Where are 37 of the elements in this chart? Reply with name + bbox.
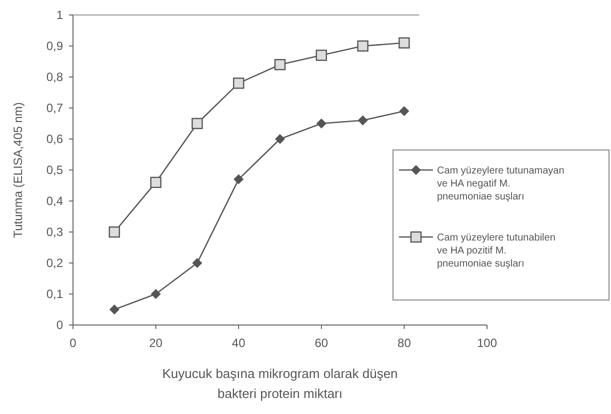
point	[316, 50, 327, 61]
point	[192, 118, 203, 130]
y-tick-label: 0,7	[46, 101, 64, 116]
x-tick-label: 60	[314, 336, 328, 350]
point	[357, 40, 368, 52]
point	[316, 118, 326, 128]
point	[399, 106, 410, 116]
point	[150, 289, 161, 299]
point	[275, 134, 285, 144]
y-tick-label: 0,3	[46, 225, 64, 240]
point	[358, 115, 368, 126]
x-tick-label: 0	[70, 336, 77, 350]
x-tick-label: 80	[398, 336, 412, 350]
legend-label: Cam yüzeylere tutunamayan ve HA negatif M. pneumoniae suşları	[437, 166, 564, 202]
point	[233, 78, 244, 89]
y-tick-label: 0,9	[46, 39, 64, 54]
y-tick-label: 0,2	[46, 256, 64, 270]
point	[109, 304, 120, 314]
point	[150, 176, 162, 188]
y-tick-label: 0,8	[46, 70, 64, 84]
y-tick-label: 0,1	[46, 287, 64, 302]
y-tick-label: 0,5	[46, 163, 64, 178]
x-tick-label: 40	[232, 336, 246, 350]
y-axis-title: Tutunma (ELISA,405 nm)	[11, 102, 25, 238]
x-axis-title: Kuyucuk başına mikrogram olarak düşen bakteri protein miktarı	[162, 366, 398, 401]
legend-label: Cam yüzeylere tutunabilen ve HA pozitif M. pneumoniae suşları	[437, 232, 556, 270]
point	[234, 174, 244, 184]
y-tick-label: 1	[56, 8, 64, 22]
y-tick-label: 0,4	[46, 194, 64, 208]
point	[274, 59, 286, 70]
point	[398, 37, 410, 48]
point	[108, 226, 120, 238]
x-tick-label: 20	[149, 336, 163, 350]
x-tick-label: 100	[476, 336, 498, 350]
point	[192, 258, 202, 268]
y-tick-label: 0	[56, 318, 64, 332]
y-tick-label: 0,6	[46, 132, 64, 146]
